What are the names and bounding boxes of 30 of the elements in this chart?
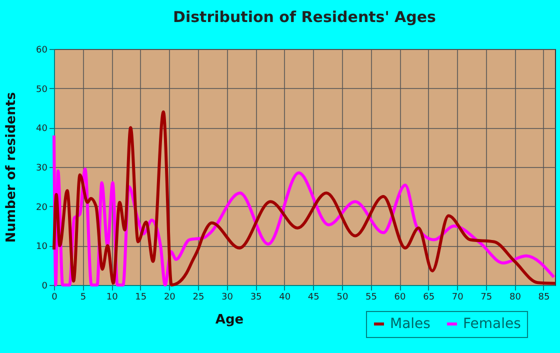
y-tick-label: 10 [36, 242, 48, 252]
x-tick-label: 15 [135, 292, 147, 302]
y-axis-title: Number of residents [4, 92, 20, 243]
y-tick-label: 20 [36, 202, 48, 213]
legend-label: Males [390, 316, 430, 332]
x-tick-label: 65 [423, 292, 435, 302]
x-tick-label: 10 [106, 292, 118, 302]
x-tick-label: 75 [480, 292, 492, 302]
x-tick-label: 35 [250, 292, 262, 302]
y-tick-label: 40 [36, 124, 48, 134]
y-tick-label: 0 [42, 282, 48, 292]
y-tick-label: 60 [36, 46, 48, 56]
x-tick-label: 30 [222, 292, 234, 302]
x-tick-label: 50 [336, 292, 348, 302]
x-tick-label: 0 [52, 292, 58, 302]
x-tick-label: 55 [366, 292, 377, 302]
x-tick-label: 40 [279, 292, 291, 302]
legend-label: Females [463, 316, 521, 332]
x-tick-label: 45 [308, 292, 320, 302]
chart-title: Distribution of Residents' Ages [173, 8, 436, 26]
y-tick-label: 30 [36, 164, 48, 174]
x-tick-label: 20 [164, 292, 176, 302]
x-tick-label: 25 [192, 292, 204, 302]
x-tick-label: 85 [538, 292, 550, 302]
x-tick-label: 60 [394, 292, 406, 302]
x-tick-label: 5 [80, 292, 86, 302]
x-tick-label: 70 [452, 292, 464, 302]
y-tick-label: 50 [36, 84, 48, 95]
x-axis-title: Age [215, 312, 244, 328]
x-tick-label: 80 [509, 292, 522, 302]
